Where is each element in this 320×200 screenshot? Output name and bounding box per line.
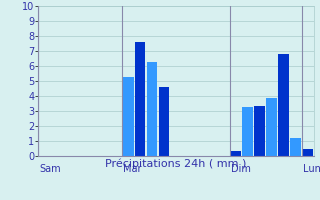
Text: Sam: Sam xyxy=(40,164,61,174)
Bar xyxy=(254,106,265,156)
Bar xyxy=(147,62,157,156)
Text: Lun: Lun xyxy=(303,164,320,174)
X-axis label: Précipitations 24h ( mm ): Précipitations 24h ( mm ) xyxy=(105,159,247,169)
Bar xyxy=(278,54,289,156)
Bar xyxy=(266,98,277,156)
Bar xyxy=(135,42,146,156)
Bar xyxy=(243,106,253,156)
Bar xyxy=(302,148,313,156)
Text: Mar: Mar xyxy=(123,164,142,174)
Bar xyxy=(159,87,169,156)
Bar xyxy=(230,151,241,156)
Text: Dim: Dim xyxy=(231,164,251,174)
Bar xyxy=(123,76,133,156)
Bar xyxy=(290,138,301,156)
